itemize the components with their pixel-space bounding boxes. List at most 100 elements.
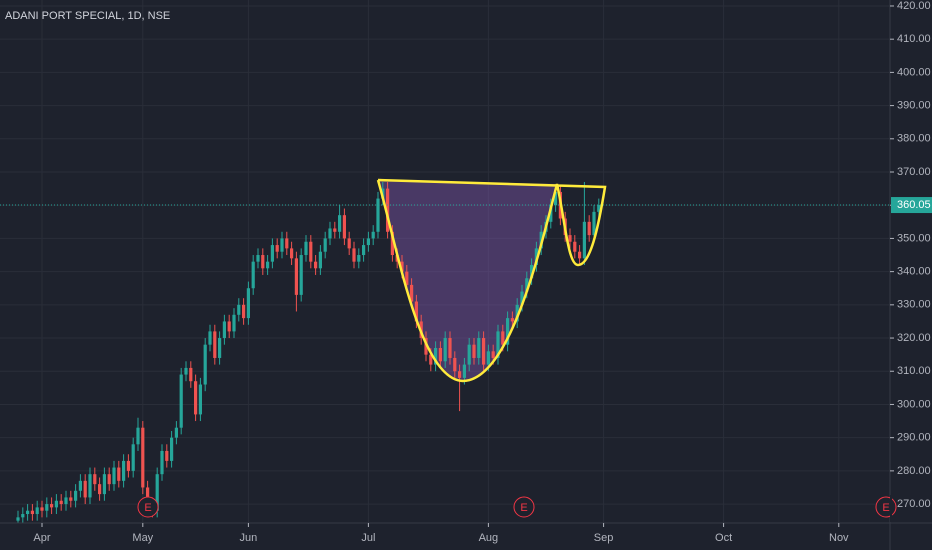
candle-body <box>265 261 270 269</box>
y-tick-label: 340.00 <box>897 266 931 278</box>
candle-body <box>318 251 322 269</box>
candle-body <box>400 261 404 272</box>
candle-body <box>169 437 174 461</box>
candle-body <box>222 321 226 339</box>
candle-body <box>25 510 30 515</box>
y-tick-label: 410.00 <box>897 33 931 45</box>
candle-body <box>361 245 366 256</box>
candle-body <box>462 364 466 378</box>
x-tick-label: Sep <box>594 532 614 544</box>
candle-body <box>294 258 298 295</box>
candle-body <box>597 205 601 212</box>
candle-body <box>69 497 73 501</box>
candle-body <box>35 507 39 515</box>
candle-body <box>227 321 231 332</box>
candle-body <box>352 248 356 262</box>
candle-body <box>198 384 202 415</box>
candle-body <box>73 490 78 501</box>
candle-body <box>251 261 255 289</box>
candle-body <box>88 474 92 498</box>
candle-body <box>405 271 409 285</box>
candle-body <box>376 198 380 232</box>
candle-body <box>309 241 313 262</box>
candle-body <box>333 228 337 232</box>
candle-body <box>496 331 500 358</box>
candle-body <box>577 251 582 259</box>
y-tick-label: 400.00 <box>897 66 931 78</box>
candle-body <box>64 497 68 505</box>
candle-body <box>217 338 222 358</box>
candle-body <box>107 474 111 485</box>
x-tick-label: Jun <box>240 532 258 544</box>
candle-body <box>438 348 442 362</box>
candle-body <box>131 444 135 471</box>
candle-body <box>155 474 159 511</box>
y-tick-label: 310.00 <box>897 365 931 377</box>
candle-body <box>371 231 375 239</box>
candle-body <box>237 304 241 315</box>
candle-body <box>515 304 519 322</box>
last-price-label: 360.05 <box>897 199 931 211</box>
candle-body <box>313 261 318 269</box>
candle-body <box>486 351 490 365</box>
candle-body <box>121 460 126 481</box>
candle-body <box>145 487 150 505</box>
candle-body <box>453 357 457 372</box>
candle-body <box>505 318 510 345</box>
candle-body <box>448 338 452 358</box>
chart-title: ADANI PORT SPECIAL, 1D, NSE <box>5 10 170 22</box>
candle-body <box>21 514 25 518</box>
cup-handle-outline <box>376 178 607 383</box>
candle-body <box>83 480 87 498</box>
candle-body <box>30 510 34 515</box>
candle-body <box>141 427 145 488</box>
y-tick-label: 370.00 <box>897 166 931 178</box>
candle-body <box>587 221 591 236</box>
candle-body <box>285 238 289 249</box>
candle-body <box>54 500 58 508</box>
candle-body <box>102 474 106 495</box>
candle-body <box>174 427 178 438</box>
y-tick-label: 270.00 <box>897 498 931 510</box>
candle-body <box>390 231 394 256</box>
event-label: E <box>882 502 889 514</box>
candle-body <box>304 241 308 256</box>
candle-body <box>357 255 361 262</box>
candle-body <box>126 460 130 471</box>
overlay: 270.00 280.00 290.00 300.00 310.00 320.00 330.… <box>33 0 932 544</box>
candle-body <box>193 381 198 415</box>
candle-body <box>256 255 260 262</box>
x-tick-label: Apr <box>33 532 50 544</box>
candle-body <box>275 245 279 252</box>
candle-body <box>525 278 529 292</box>
candle-body <box>481 338 486 365</box>
candle-body <box>246 288 250 319</box>
candle-body <box>299 255 303 295</box>
candle-body <box>16 517 20 521</box>
candle-body <box>160 450 164 475</box>
y-tick-label: 330.00 <box>897 299 931 311</box>
x-tick-label: Nov <box>829 532 849 544</box>
candle-body <box>112 467 116 485</box>
candle-body <box>208 331 212 345</box>
candle-body <box>553 191 558 206</box>
candle-body <box>93 474 97 485</box>
candle-body <box>472 344 476 358</box>
candle-body <box>520 291 524 305</box>
x-tick-label: Jul <box>361 532 375 544</box>
candle-body <box>549 205 553 222</box>
candle-body <box>59 500 63 505</box>
candle-body <box>414 301 418 322</box>
candle-body <box>328 228 332 239</box>
candle-body <box>184 367 188 375</box>
y-tick-label: 320.00 <box>897 332 931 344</box>
candle-body <box>97 484 102 495</box>
candle-body <box>117 467 121 481</box>
candle-body <box>467 344 471 365</box>
event-marker <box>137 496 159 518</box>
candle-body <box>40 507 44 511</box>
candle-body <box>592 211 596 236</box>
